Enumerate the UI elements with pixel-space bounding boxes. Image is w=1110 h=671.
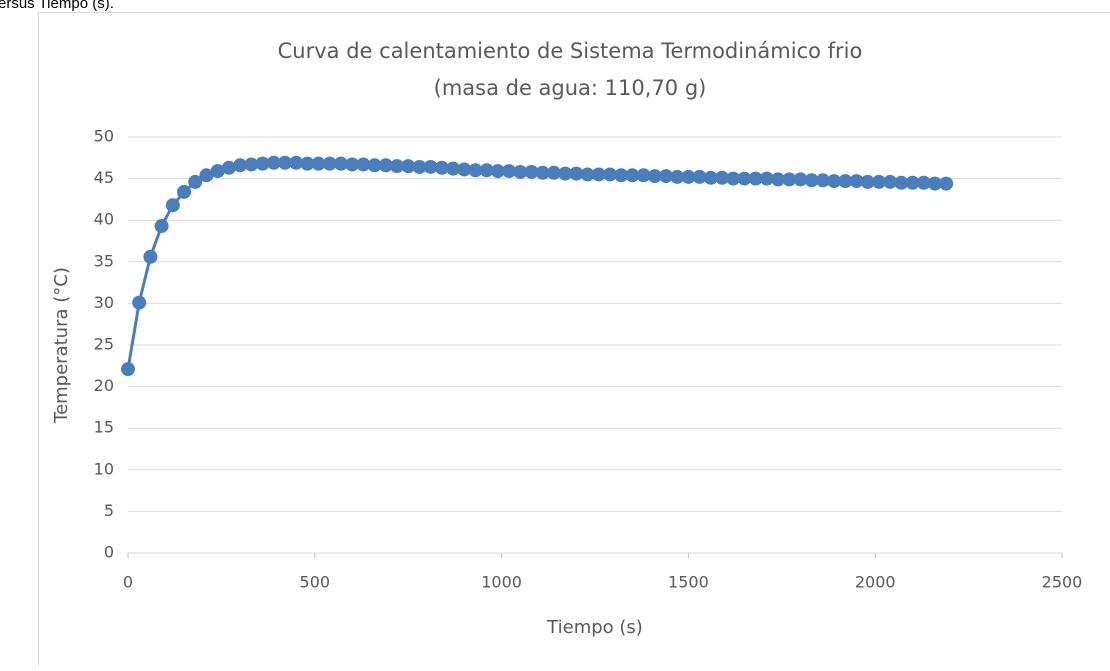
y-tick-label: 10 — [94, 459, 114, 478]
chart-subtitle: (masa de agua: 110,70 g) — [434, 76, 707, 100]
y-tick-label: 40 — [94, 210, 114, 229]
data-point — [143, 250, 157, 264]
y-tick-label: 20 — [94, 376, 114, 395]
x-tick-label: 2500 — [1042, 573, 1083, 592]
y-tick-label: 50 — [94, 127, 114, 146]
x-tick-label: 500 — [300, 573, 331, 592]
y-tick-label: 25 — [94, 335, 114, 354]
data-point — [155, 219, 169, 233]
chart-frame — [39, 13, 1110, 667]
y-tick-label: 15 — [94, 418, 114, 437]
caption: ersus Tiempo (s). — [0, 0, 114, 12]
chart-title: Curva de calentamiento de Sistema Termod… — [278, 39, 863, 63]
y-tick-label: 35 — [94, 251, 114, 270]
data-point — [121, 362, 135, 376]
y-axis-label: Temperatura (°C) — [51, 267, 72, 424]
y-tick-label: 45 — [94, 168, 114, 187]
x-axis-label: Tiempo (s) — [546, 617, 643, 638]
y-tick-label: 0 — [104, 543, 114, 562]
x-tick-label: 2000 — [855, 573, 896, 592]
x-tick-label: 0 — [123, 573, 133, 592]
series-line — [128, 163, 946, 369]
y-tick-label: 5 — [104, 501, 114, 520]
data-point — [132, 296, 146, 310]
x-tick-label: 1000 — [481, 573, 522, 592]
y-tick-label: 30 — [94, 293, 114, 312]
x-tick-label: 1500 — [668, 573, 709, 592]
data-point — [166, 198, 180, 212]
data-point — [939, 177, 953, 191]
data-point — [177, 185, 191, 199]
